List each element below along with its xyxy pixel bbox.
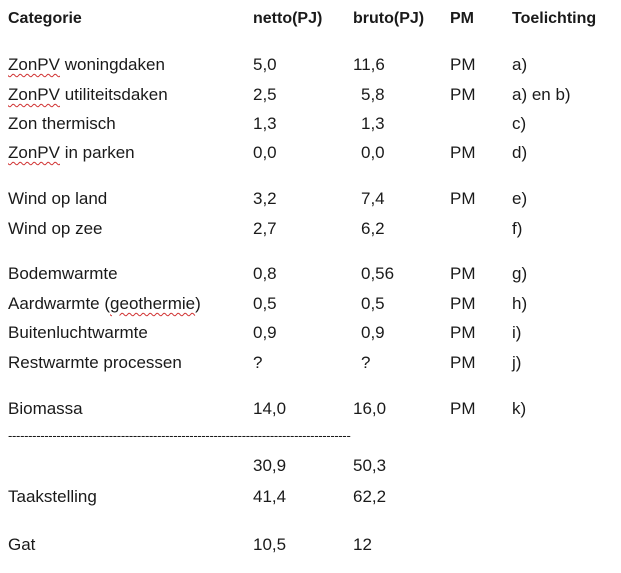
category-text: woningdaken [59, 55, 165, 74]
row-toelichting: d) [512, 143, 528, 162]
row-toelichting: e) [512, 189, 528, 208]
header-netto: netto(PJ) [253, 10, 323, 27]
row-netto: 0,9 [253, 323, 277, 342]
dashed-divider: ----------------------------------------… [8, 429, 351, 443]
row-netto: 1,3 [253, 114, 277, 133]
category-text: utiliteitsdaken [59, 85, 168, 104]
row-netto: 5,0 [253, 55, 277, 74]
row-pm: PM [450, 294, 476, 313]
row-bruto: 0,56 [361, 264, 395, 283]
row-pm: PM [450, 399, 476, 418]
gat-bruto: 12 [353, 535, 372, 554]
row-bruto: ? [361, 353, 371, 372]
gat-netto: 10,5 [253, 535, 287, 554]
row-pm: PM [450, 189, 476, 208]
row-toelichting: k) [512, 399, 527, 418]
category-text: Aardwarmte ( [8, 294, 111, 313]
row-category: Bodemwarmte [8, 264, 118, 283]
misspelled-word: ZonPV [8, 143, 60, 162]
misspelled-word: ZonPV [8, 85, 60, 104]
row-toelichting: g) [512, 264, 528, 283]
row-netto: 2,5 [253, 85, 277, 104]
row-category: Wind op zee [8, 219, 103, 238]
row-bruto: 0,9 [361, 323, 385, 342]
row-toelichting: i) [512, 323, 522, 342]
row-bruto: 6,2 [361, 219, 385, 238]
row-category: Wind op land [8, 189, 108, 208]
row-netto: 14,0 [253, 399, 287, 418]
row-toelichting: h) [512, 294, 528, 313]
row-pm: PM [450, 143, 476, 162]
row-bruto: 0,0 [361, 143, 385, 162]
misspelled-word: ZonPV [8, 55, 60, 74]
category-text: in parken [59, 143, 135, 162]
taakstelling-netto: 41,4 [253, 487, 287, 506]
row-pm: PM [450, 55, 476, 74]
row-pm: PM [450, 85, 476, 104]
row-category: Buitenluchtwarmte [8, 323, 148, 342]
row-pm: PM [450, 323, 476, 342]
row-netto: 3,2 [253, 189, 277, 208]
row-category: Biomassa [8, 399, 83, 418]
misspelled-word: geothermie [110, 294, 196, 313]
row-bruto: 7,4 [361, 189, 385, 208]
row-toelichting: j) [512, 353, 522, 372]
header-categorie: Categorie [8, 10, 82, 27]
row-bruto: 0,5 [361, 294, 385, 313]
row-netto: 0,8 [253, 264, 277, 283]
header-pm: PM [450, 10, 474, 27]
row-netto: 0,0 [253, 143, 277, 162]
row-toelichting: f) [512, 219, 523, 238]
row-category: Aardwarmte (geothermie) [8, 294, 201, 314]
row-category: ZonPV in parken [8, 143, 135, 163]
row-netto: 2,7 [253, 219, 277, 238]
row-bruto: 16,0 [353, 399, 387, 418]
row-toelichting: a) [512, 55, 528, 74]
taakstelling-bruto: 62,2 [353, 487, 387, 506]
row-category: Zon thermisch [8, 114, 116, 133]
row-category: Restwarmte processen [8, 353, 182, 372]
row-category: ZonPV woningdaken [8, 55, 165, 75]
row-toelichting: a) en b) [512, 85, 571, 104]
row-pm: PM [450, 264, 476, 283]
row-category: ZonPV utiliteitsdaken [8, 85, 168, 105]
category-text: ) [195, 294, 201, 313]
header-bruto: bruto(PJ) [353, 10, 425, 27]
total-netto: 30,9 [253, 456, 287, 475]
row-bruto: 1,3 [361, 114, 385, 133]
total-bruto: 50,3 [353, 456, 387, 475]
header-toelichting: Toelichting [512, 10, 597, 27]
row-pm: PM [450, 353, 476, 372]
row-netto: 0,5 [253, 294, 277, 313]
gat-label: Gat [8, 535, 36, 554]
row-bruto: 11,6 [353, 55, 385, 74]
row-bruto: 5,8 [361, 85, 385, 104]
row-toelichting: c) [512, 114, 527, 133]
row-netto: ? [253, 353, 263, 372]
taakstelling-label: Taakstelling [8, 487, 97, 506]
